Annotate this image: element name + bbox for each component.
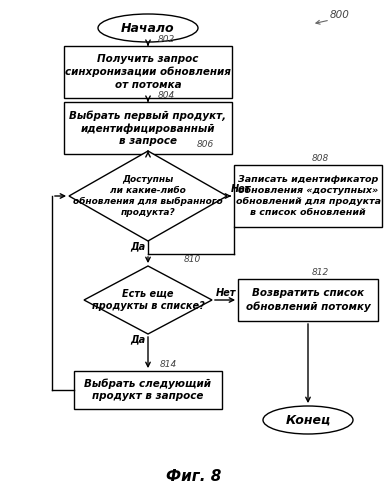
Text: Нет: Нет xyxy=(216,288,236,298)
Text: 806: 806 xyxy=(197,140,214,149)
FancyBboxPatch shape xyxy=(64,46,232,98)
Text: Фиг. 8: Фиг. 8 xyxy=(166,469,222,484)
Text: 808: 808 xyxy=(312,154,329,163)
Text: Выбрать первый продукт,
идентифицированный
в запросе: Выбрать первый продукт, идентифицированн… xyxy=(69,110,227,146)
Ellipse shape xyxy=(98,14,198,42)
Text: Есть еще
продукты в списке?: Есть еще продукты в списке? xyxy=(92,289,204,311)
Polygon shape xyxy=(84,266,212,334)
Text: Конец: Конец xyxy=(286,414,331,426)
FancyBboxPatch shape xyxy=(238,279,378,321)
FancyBboxPatch shape xyxy=(64,102,232,154)
Text: Да: Да xyxy=(130,334,145,344)
Text: 810: 810 xyxy=(184,255,201,264)
Text: Возвратить список
обновлений потомку: Возвратить список обновлений потомку xyxy=(246,288,371,312)
Text: 804: 804 xyxy=(158,91,175,100)
Text: Начало: Начало xyxy=(121,22,175,35)
Polygon shape xyxy=(69,151,227,241)
Text: Нет: Нет xyxy=(231,184,251,194)
FancyBboxPatch shape xyxy=(74,371,222,409)
Text: Записать идентификатор
обновления «доступных»
обновлений для продукта
в список о: Записать идентификатор обновления «досту… xyxy=(236,175,381,217)
Text: Получить запрос
синхронизации обновления
от потомка: Получить запрос синхронизации обновления… xyxy=(65,54,231,90)
Text: 800: 800 xyxy=(330,10,350,20)
Ellipse shape xyxy=(263,406,353,434)
Text: 814: 814 xyxy=(160,360,177,369)
Text: 812: 812 xyxy=(312,268,329,277)
Text: 802: 802 xyxy=(158,35,175,44)
Text: Выбрать следующий
продукт в запросе: Выбрать следующий продукт в запросе xyxy=(85,378,211,402)
Text: Доступны
ли какие-либо
обновления для выбранного
продукта?: Доступны ли какие-либо обновления для вы… xyxy=(73,175,223,217)
Text: Да: Да xyxy=(130,241,145,251)
FancyBboxPatch shape xyxy=(234,165,382,227)
